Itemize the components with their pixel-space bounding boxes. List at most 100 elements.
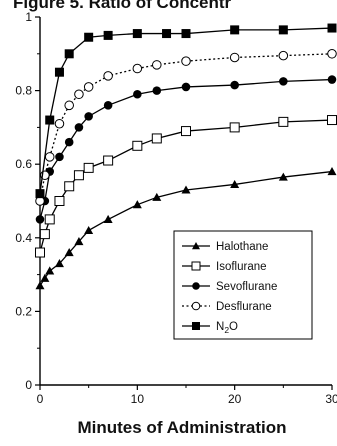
x-tick-label: 30 bbox=[325, 392, 337, 406]
data-point bbox=[181, 29, 191, 39]
data-point bbox=[64, 248, 74, 257]
data-point bbox=[278, 116, 289, 127]
data-point bbox=[327, 49, 337, 59]
data-point bbox=[327, 75, 337, 84]
data-point bbox=[44, 152, 55, 162]
series-line bbox=[39, 53, 333, 202]
data-point bbox=[54, 67, 64, 77]
data-point bbox=[230, 179, 240, 189]
data-point bbox=[151, 133, 162, 144]
data-point bbox=[84, 225, 94, 235]
y-tick-label: 0.2 bbox=[15, 304, 32, 318]
data-point bbox=[103, 155, 114, 166]
y-tick-label: 0.4 bbox=[15, 231, 32, 245]
data-point bbox=[54, 196, 65, 206]
legend-label: N2O bbox=[216, 321, 238, 335]
data-point bbox=[230, 25, 240, 35]
legend-label: Halothane bbox=[216, 241, 268, 253]
data-point bbox=[64, 100, 74, 111]
data-point bbox=[39, 229, 50, 240]
data-point bbox=[83, 82, 94, 92]
data-point bbox=[64, 49, 74, 59]
chart-title: Figure 5. Ratio of Concentr bbox=[13, 0, 232, 12]
data-point bbox=[45, 266, 55, 275]
data-point bbox=[84, 112, 93, 121]
x-axis-label: Minutes of Administration bbox=[77, 418, 286, 437]
axes: 00.20.40.60.810 10 20 30 bbox=[15, 10, 337, 406]
data-point bbox=[103, 30, 113, 40]
data-point bbox=[103, 214, 113, 223]
data-point bbox=[74, 89, 84, 100]
y-tick-label: 1 bbox=[25, 10, 32, 24]
data-point bbox=[152, 86, 162, 95]
data-point bbox=[74, 123, 84, 132]
data-point bbox=[35, 189, 45, 199]
legend-label: Sevoflurane bbox=[216, 281, 277, 293]
data-point bbox=[278, 50, 289, 61]
y-tick-label: 0.6 bbox=[15, 157, 32, 171]
y-tick-label: 0.8 bbox=[15, 84, 32, 98]
data-point bbox=[35, 247, 45, 258]
data-point bbox=[40, 273, 50, 282]
data-point bbox=[103, 101, 113, 110]
legend-item: Desflurane bbox=[182, 301, 272, 313]
data-point bbox=[132, 200, 142, 209]
series-line bbox=[39, 78, 333, 220]
data-point bbox=[55, 152, 64, 162]
series-layer bbox=[35, 23, 337, 290]
data-point bbox=[327, 167, 337, 176]
y-tick-label: 0 bbox=[25, 378, 32, 392]
data-point bbox=[132, 29, 142, 39]
data-point bbox=[192, 242, 200, 250]
data-point bbox=[181, 56, 191, 66]
series-n2o bbox=[35, 23, 337, 199]
data-point bbox=[84, 32, 94, 42]
legend-item: N2O bbox=[182, 321, 238, 335]
data-point bbox=[230, 80, 239, 90]
legend: Halothane Isoflurane Sevoflurane Desflurane… bbox=[173, 230, 313, 340]
data-point bbox=[192, 322, 200, 330]
data-point bbox=[83, 162, 94, 173]
data-point bbox=[192, 282, 200, 290]
data-point bbox=[132, 140, 143, 151]
data-point bbox=[181, 126, 191, 137]
legend-item: Sevoflurane bbox=[182, 281, 277, 293]
series-halothane bbox=[35, 167, 337, 290]
data-point bbox=[133, 90, 142, 99]
x-tick-label: 10 bbox=[131, 392, 145, 406]
legend-label: Isoflurane bbox=[216, 261, 267, 273]
data-point bbox=[64, 137, 74, 147]
legend-item: Halothane bbox=[182, 241, 268, 253]
data-point bbox=[278, 172, 288, 181]
data-point bbox=[191, 261, 201, 271]
x-tick-label: 0 bbox=[37, 392, 44, 406]
data-point bbox=[54, 118, 65, 129]
legend-label: Desflurane bbox=[216, 301, 272, 313]
x-tick-label: 20 bbox=[228, 392, 242, 406]
data-point bbox=[44, 214, 55, 225]
data-point bbox=[278, 25, 288, 35]
series-isoflurane bbox=[35, 115, 337, 258]
data-point bbox=[45, 115, 55, 125]
data-point bbox=[103, 71, 113, 81]
data-point bbox=[54, 259, 64, 268]
series-line bbox=[39, 27, 333, 194]
data-point bbox=[64, 181, 75, 192]
data-point bbox=[181, 82, 191, 92]
data-point bbox=[35, 215, 45, 224]
data-point bbox=[73, 170, 84, 181]
data-point bbox=[191, 301, 201, 311]
data-point bbox=[279, 77, 288, 86]
data-point bbox=[327, 115, 337, 126]
data-point bbox=[152, 192, 162, 201]
data-point bbox=[162, 29, 172, 39]
data-point bbox=[132, 63, 143, 74]
data-point bbox=[229, 122, 240, 133]
data-point bbox=[152, 60, 162, 70]
data-point bbox=[35, 281, 45, 290]
data-point bbox=[327, 23, 337, 33]
data-point bbox=[181, 185, 191, 194]
data-point bbox=[74, 236, 84, 246]
